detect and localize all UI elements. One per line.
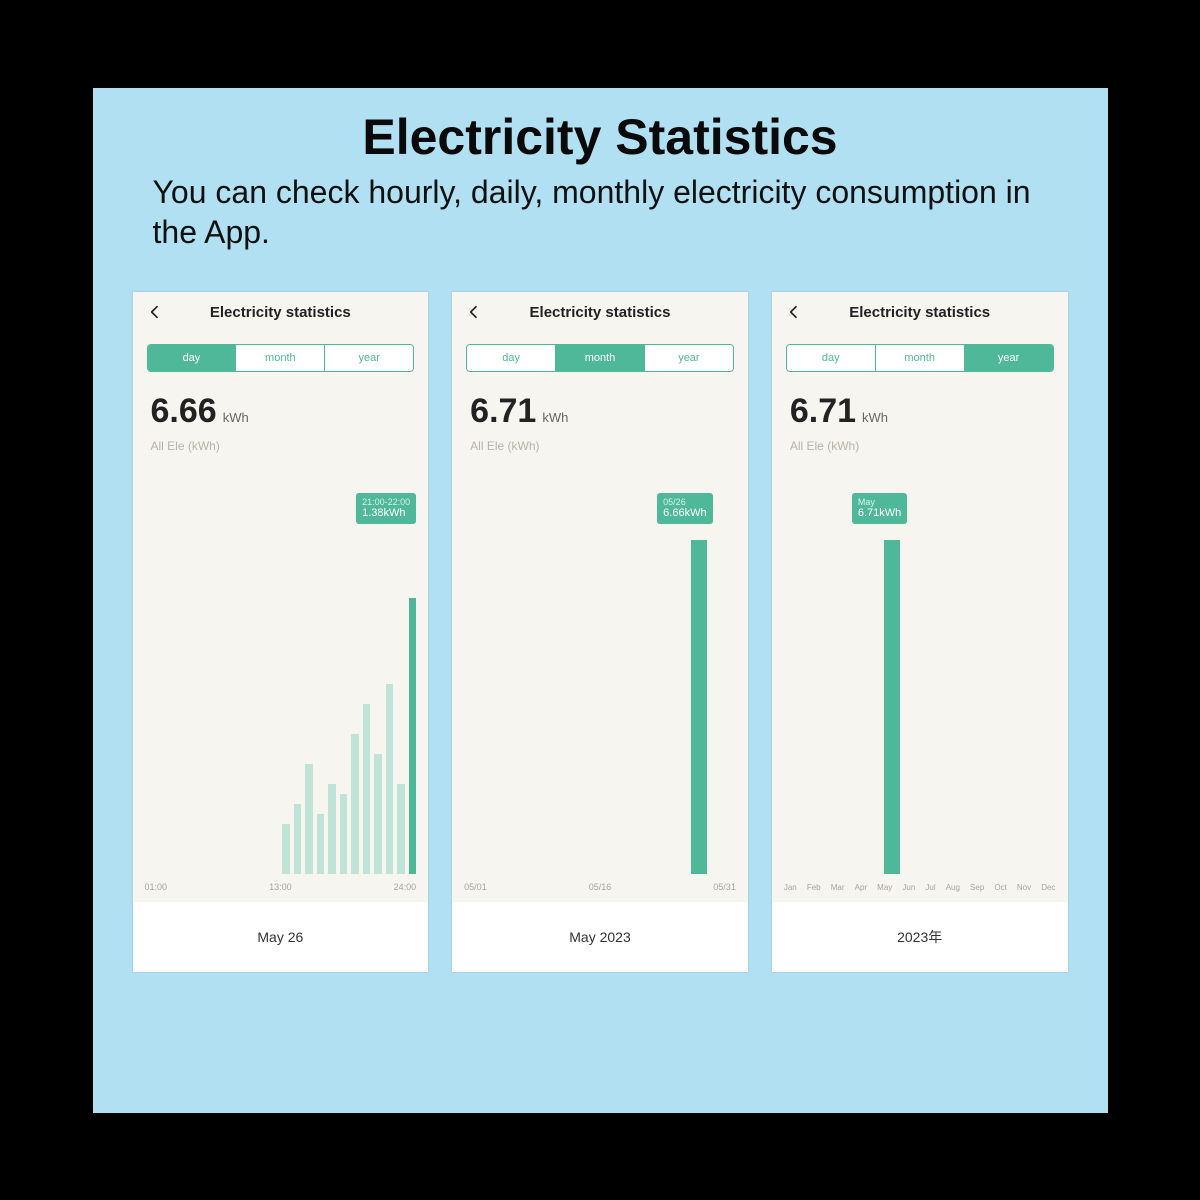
tab-month[interactable]: month	[235, 345, 324, 371]
x-tick: Dec	[1041, 883, 1055, 892]
screen-header: Electricity statistics	[772, 292, 1068, 334]
chart-tooltip: 21:00-22:00 1.38kWh	[356, 493, 416, 525]
chevron-left-icon	[786, 304, 802, 320]
tab-month[interactable]: month	[555, 345, 644, 371]
chart-bar	[305, 764, 312, 874]
tooltip-value: 1.38kWh	[362, 507, 410, 520]
tab-year[interactable]: year	[964, 345, 1053, 371]
x-tick: 24:00	[394, 882, 417, 892]
hourly-bar-chart[interactable]: 21:00-22:00 1.38kWh 01:00 13:00 24:00	[143, 463, 419, 892]
back-button[interactable]	[147, 304, 163, 320]
x-tick: Jun	[902, 883, 915, 892]
tab-day[interactable]: day	[148, 345, 236, 371]
chevron-left-icon	[147, 304, 163, 320]
tab-month[interactable]: month	[875, 345, 964, 371]
date-footer[interactable]: 2023年	[772, 902, 1068, 972]
chart-bar	[340, 794, 347, 874]
kwh-value: 6.71	[470, 392, 536, 431]
kwh-unit: kWh	[542, 410, 568, 425]
daily-bar-chart[interactable]: 05/26 6.66kWh 05/01 05/16 05/31	[462, 463, 738, 892]
x-tick: Nov	[1017, 883, 1031, 892]
series-label: All Ele (kWh)	[790, 439, 1050, 453]
phone-screen-month: Electricity statistics day month year 6.…	[452, 292, 748, 972]
tooltip-time: 21:00-22:00	[362, 497, 410, 508]
hero-title: Electricity Statistics	[133, 108, 1068, 166]
back-button[interactable]	[786, 304, 802, 320]
x-tick: Aug	[946, 883, 960, 892]
tooltip-value: 6.66kWh	[663, 507, 706, 520]
phone-row: Electricity statistics day month year 6.…	[133, 292, 1068, 972]
chart-bar	[409, 598, 416, 874]
phone-screen-day: Electricity statistics day month year 6.…	[133, 292, 429, 972]
infographic-panel: Electricity Statistics You can check hou…	[93, 88, 1108, 1113]
chart-bar	[282, 824, 289, 874]
back-button[interactable]	[466, 304, 482, 320]
screen-header: Electricity statistics	[452, 292, 748, 334]
period-segmented-control[interactable]: day month year	[466, 344, 734, 372]
series-label: All Ele (kWh)	[470, 439, 730, 453]
x-tick: Jul	[925, 883, 935, 892]
x-tick: Mar	[831, 883, 845, 892]
x-tick: 05/16	[589, 882, 612, 892]
bars-container	[782, 523, 1058, 874]
x-tick: 01:00	[145, 882, 168, 892]
screen-title: Electricity statistics	[530, 304, 671, 321]
chart-bar	[294, 804, 301, 874]
x-tick: Sep	[970, 883, 984, 892]
tooltip-time: 05/26	[663, 497, 706, 508]
date-footer[interactable]: May 2023	[452, 902, 748, 972]
x-tick: Apr	[855, 883, 867, 892]
monthly-bar-chart[interactable]: May 6.71kWh Jan Feb Mar Apr May Jun Jul Aug Sep O…	[782, 463, 1058, 892]
date-footer[interactable]: May 26	[133, 902, 429, 972]
tab-year[interactable]: year	[644, 345, 733, 371]
tooltip-time: May	[858, 497, 901, 508]
period-segmented-control[interactable]: day month year	[786, 344, 1054, 372]
chart-bar	[386, 684, 393, 874]
kwh-total: 6.71 kWh	[470, 392, 730, 431]
hero-subtitle: You can check hourly, daily, monthly ele…	[133, 172, 1068, 252]
chart-bar	[397, 784, 404, 874]
x-axis: 05/01 05/16 05/31	[462, 882, 738, 892]
chart-bar	[374, 754, 381, 874]
kwh-value: 6.66	[151, 392, 217, 431]
tab-day[interactable]: day	[787, 345, 875, 371]
x-tick: 13:00	[269, 882, 292, 892]
chart-bar	[317, 814, 324, 874]
chart-bar	[328, 784, 335, 874]
chart-bar	[691, 540, 707, 873]
phone-screen-year: Electricity statistics day month year 6.…	[772, 292, 1068, 972]
tab-year[interactable]: year	[324, 345, 413, 371]
tooltip-value: 6.71kWh	[858, 507, 901, 520]
bars-container	[462, 523, 738, 874]
kwh-unit: kWh	[862, 410, 888, 425]
x-tick: Jan	[784, 883, 797, 892]
bars-container	[143, 594, 419, 874]
kwh-total: 6.71 kWh	[790, 392, 1050, 431]
screen-title: Electricity statistics	[210, 304, 351, 321]
screen-header: Electricity statistics	[133, 292, 429, 334]
period-segmented-control[interactable]: day month year	[147, 344, 415, 372]
screen-title: Electricity statistics	[849, 304, 990, 321]
chart-tooltip: 05/26 6.66kWh	[657, 493, 712, 525]
kwh-value: 6.71	[790, 392, 856, 431]
kwh-total: 6.66 kWh	[151, 392, 411, 431]
chevron-left-icon	[466, 304, 482, 320]
x-tick: May	[877, 883, 892, 892]
x-axis: Jan Feb Mar Apr May Jun Jul Aug Sep Oct Nov Dec	[782, 883, 1058, 892]
x-tick: 05/01	[464, 882, 487, 892]
kwh-unit: kWh	[223, 410, 249, 425]
x-tick: Feb	[807, 883, 821, 892]
series-label: All Ele (kWh)	[151, 439, 411, 453]
chart-bar	[884, 540, 900, 873]
chart-bar	[363, 704, 370, 874]
chart-bar	[351, 734, 358, 874]
x-tick: 05/31	[713, 882, 736, 892]
x-tick: Oct	[994, 883, 1006, 892]
chart-tooltip: May 6.71kWh	[852, 493, 907, 525]
tab-day[interactable]: day	[467, 345, 555, 371]
x-axis: 01:00 13:00 24:00	[143, 882, 419, 892]
